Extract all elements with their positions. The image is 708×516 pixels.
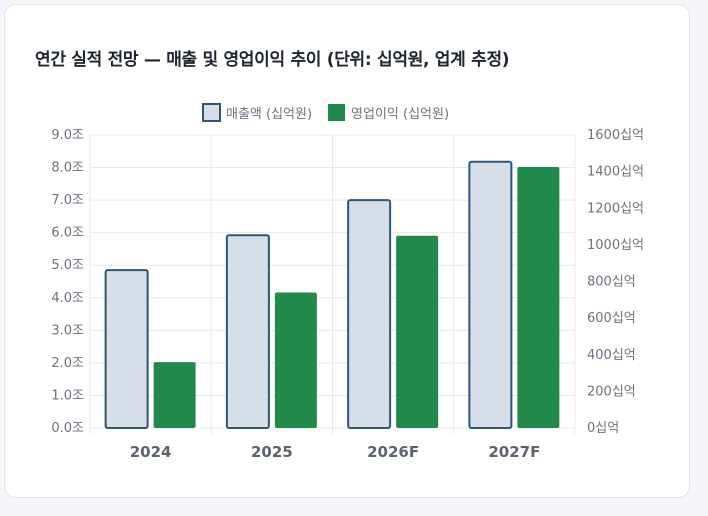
x-tick-label: 2026F xyxy=(367,443,419,461)
y-right-tick-label: 600십억 xyxy=(587,311,636,326)
x-tick-label: 2027F xyxy=(488,443,540,461)
y-right-tick-label: 1000십억 xyxy=(587,238,644,253)
bar-revenue[interactable] xyxy=(347,199,392,429)
y-left-tick-label: 1.0조 xyxy=(51,388,84,403)
x-tick-label: 2024 xyxy=(130,443,172,461)
y-right-tick-label: 0십억 xyxy=(587,421,619,436)
y-axis-left: 0.0조 1.0조 2.0조 3.0조 4.0조 5.0조 6.0조 7.0조 8.0조 9.0조 xyxy=(51,128,84,436)
legend[interactable]: 매출액 (십억원) 영업이익 (십억원) xyxy=(202,103,449,122)
bar-revenue[interactable] xyxy=(468,160,513,429)
y-left-tick-label: 8.0조 xyxy=(51,161,84,176)
x-tick-label: 2025 xyxy=(251,443,293,461)
y-right-tick-label: 400십억 xyxy=(587,348,636,363)
bar-revenue[interactable] xyxy=(225,234,270,429)
y-left-tick-label: 4.0조 xyxy=(51,291,84,306)
y-left-tick-label: 0.0조 xyxy=(51,421,84,436)
bar-operating-profit[interactable] xyxy=(153,362,196,428)
legend-item-revenue[interactable]: 매출액 (십억원) xyxy=(202,103,312,122)
chart-title: 연간 실적 전망 — 매출 및 영업이익 추이 (단위: 십억원, 업계 추정) xyxy=(35,50,510,70)
y-axis-right: 0십억 200십억 400십억 600십억 800십억 1000십억 1200십억 1400십… xyxy=(587,128,644,436)
y-left-tick-label: 7.0조 xyxy=(51,193,84,208)
bar-operating-profit[interactable] xyxy=(396,235,439,428)
y-left-tick-label: 6.0조 xyxy=(51,226,84,241)
bar-operating-profit[interactable] xyxy=(517,167,560,428)
legend-swatch xyxy=(328,104,346,121)
legend-label: 영업이익 (십억원) xyxy=(351,107,449,122)
y-left-tick-label: 2.0조 xyxy=(51,356,84,371)
y-left-tick-label: 5.0조 xyxy=(51,258,84,273)
legend-item-operating-profit[interactable]: 영업이익 (십억원) xyxy=(328,104,449,122)
bars xyxy=(104,160,560,429)
bar-revenue[interactable] xyxy=(104,269,149,429)
y-right-tick-label: 200십억 xyxy=(587,384,636,399)
y-right-tick-label: 1400십억 xyxy=(587,165,644,180)
x-axis: 2024 2025 2026F 2027F xyxy=(130,443,541,461)
y-right-tick-label: 1200십억 xyxy=(587,201,644,216)
y-left-tick-label: 9.0조 xyxy=(51,128,84,143)
y-right-tick-label: 1600십억 xyxy=(587,128,644,143)
y-left-tick-label: 3.0조 xyxy=(51,323,84,338)
bar-operating-profit[interactable] xyxy=(274,292,317,428)
legend-swatch xyxy=(202,103,221,122)
y-right-tick-label: 800십억 xyxy=(587,275,636,290)
legend-label: 매출액 (십억원) xyxy=(226,107,312,122)
